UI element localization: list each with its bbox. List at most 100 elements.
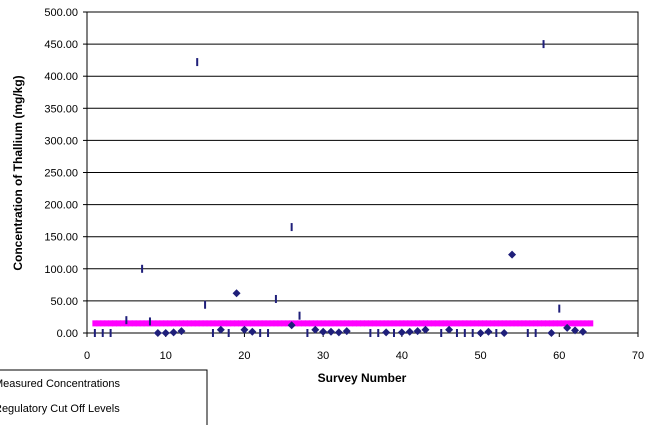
regulatory-marker bbox=[533, 320, 539, 327]
measured-point bbox=[563, 323, 572, 332]
regulatory-marker bbox=[446, 320, 452, 327]
measured-series bbox=[153, 250, 587, 337]
measured-point bbox=[177, 327, 186, 336]
regulatory-marker bbox=[529, 320, 535, 327]
measured-point bbox=[421, 325, 430, 334]
regulatory-marker bbox=[143, 320, 149, 327]
range-bar-marker bbox=[306, 329, 309, 337]
range-bar-marker bbox=[274, 294, 277, 303]
measured-point bbox=[445, 325, 454, 334]
measured-point bbox=[319, 327, 328, 336]
measured-point bbox=[334, 328, 343, 337]
measured-point bbox=[578, 327, 587, 336]
measured-point bbox=[327, 327, 336, 336]
regulatory-marker bbox=[135, 320, 141, 327]
regulatory-marker bbox=[127, 320, 133, 327]
regulatory-marker bbox=[210, 320, 216, 327]
x-tick-label: 10 bbox=[160, 350, 172, 362]
measured-point bbox=[153, 329, 162, 337]
regulatory-marker bbox=[198, 320, 204, 327]
regulatory-marker bbox=[163, 320, 169, 327]
range-bar-marker bbox=[455, 329, 458, 337]
regulatory-marker bbox=[194, 320, 200, 327]
regulatory-marker bbox=[202, 320, 208, 327]
regulatory-marker bbox=[556, 320, 562, 327]
regulatory-marker bbox=[513, 320, 519, 327]
y-tick-label: 400.00 bbox=[44, 71, 78, 83]
range-bar-marker bbox=[267, 329, 270, 337]
regulatory-marker bbox=[505, 320, 511, 327]
regulatory-marker bbox=[458, 320, 464, 327]
regulatory-marker bbox=[415, 320, 421, 327]
regulatory-marker bbox=[422, 320, 428, 327]
regulatory-marker bbox=[171, 320, 177, 327]
x-tick-label: 70 bbox=[632, 350, 644, 362]
measured-point bbox=[311, 325, 320, 334]
measured-point bbox=[382, 328, 391, 337]
regulatory-marker bbox=[568, 320, 574, 327]
regulatory-marker bbox=[363, 320, 369, 327]
legend: Measured Concentrations Regulatory Cut O… bbox=[0, 369, 208, 425]
regulatory-marker bbox=[580, 320, 586, 327]
regulatory-marker bbox=[234, 320, 240, 327]
regulatory-marker bbox=[462, 320, 468, 327]
legend-label-regulatory: Regulatory Cut Off Levels bbox=[0, 403, 120, 415]
regulatory-marker bbox=[218, 320, 224, 327]
regulatory-marker bbox=[96, 320, 102, 327]
regulatory-marker bbox=[277, 320, 283, 327]
regulatory-marker bbox=[131, 320, 137, 327]
grid-lines bbox=[83, 11, 639, 337]
regulatory-marker bbox=[245, 320, 251, 327]
regulatory-marker bbox=[360, 320, 365, 327]
regulatory-marker bbox=[226, 320, 232, 327]
regulatory-marker bbox=[525, 320, 531, 327]
range-bar-marker bbox=[463, 329, 466, 337]
regulatory-marker bbox=[186, 320, 192, 327]
range-bar-marker bbox=[495, 329, 498, 337]
regulatory-marker bbox=[544, 320, 550, 327]
regulatory-marker bbox=[222, 320, 228, 327]
regulatory-marker bbox=[300, 320, 306, 327]
regulatory-marker bbox=[112, 320, 118, 327]
range-bar-marker bbox=[558, 304, 561, 313]
regulatory-marker bbox=[407, 320, 413, 327]
regulatory-marker bbox=[348, 320, 354, 327]
regulatory-marker bbox=[312, 320, 318, 327]
regulatory-marker bbox=[257, 320, 263, 327]
y-tick-labels: 0.00 50.00 100.00 150.00 200.00 250.00 300.00 3… bbox=[44, 7, 78, 340]
x-tick-labels: 0 10 20 30 40 50 60 70 bbox=[84, 350, 644, 362]
regulatory-marker bbox=[419, 320, 425, 327]
regulatory-marker bbox=[285, 320, 291, 327]
regulatory-marker bbox=[178, 320, 184, 327]
regulatory-marker bbox=[474, 320, 480, 327]
regulatory-marker bbox=[182, 320, 188, 327]
measured-point bbox=[500, 329, 509, 337]
regulatory-marker bbox=[403, 320, 409, 327]
range-bar-marker bbox=[392, 329, 395, 337]
measured-point bbox=[547, 329, 556, 337]
range-bar-marker bbox=[534, 329, 537, 337]
measured-point bbox=[169, 328, 178, 337]
range-bar-marker bbox=[141, 264, 144, 273]
regulatory-marker bbox=[501, 320, 507, 327]
regulatory-marker bbox=[340, 320, 346, 327]
regulatory-marker bbox=[297, 320, 303, 327]
y-tick-label: 250.00 bbox=[44, 168, 78, 180]
regulatory-marker bbox=[332, 320, 338, 327]
measured-point bbox=[232, 289, 241, 298]
regulatory-marker bbox=[265, 320, 271, 327]
range-bar-marker bbox=[542, 40, 545, 49]
x-tick-label: 60 bbox=[553, 350, 565, 362]
regulatory-marker bbox=[269, 320, 275, 327]
regulatory-marker bbox=[249, 320, 255, 327]
y-tick-label: 100.00 bbox=[44, 264, 78, 276]
y-tick-label: 50.00 bbox=[50, 296, 78, 308]
regulatory-marker bbox=[293, 320, 299, 327]
measured-point bbox=[216, 325, 225, 334]
regulatory-marker bbox=[434, 320, 440, 327]
regulatory-marker bbox=[230, 320, 236, 327]
regulatory-marker bbox=[489, 320, 495, 327]
regulatory-marker bbox=[155, 320, 161, 327]
regulatory-marker bbox=[119, 320, 125, 327]
y-tick-label: 350.00 bbox=[44, 103, 78, 115]
